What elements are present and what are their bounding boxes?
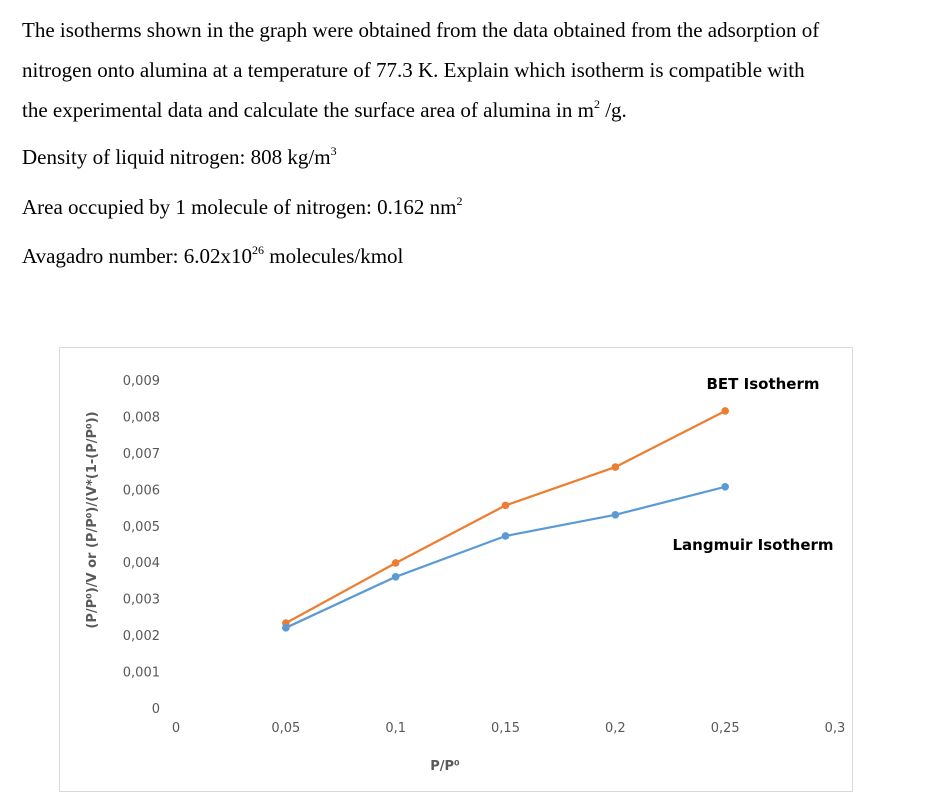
x-tick-label: 0,25 — [711, 721, 740, 736]
avogadro-text: Avagadro number: 6.02x10 — [22, 244, 252, 268]
y-tick-label: 0,002 — [123, 629, 160, 644]
bet-isotherm-label: BET Isotherm — [707, 375, 820, 393]
area-text: Area occupied by 1 molecule of nitrogen:… — [22, 194, 457, 219]
data-point-langmuir-isotherm — [391, 573, 400, 581]
density-text: Density of liquid nitrogen: 808 kg/m — [22, 145, 331, 169]
y-axis-title: (P/P⁰)/V or (P/P⁰)/(V*(1-(P/P⁰)) — [85, 411, 100, 628]
problem-line-3-text: the experimental data and calculate the … — [22, 98, 594, 122]
y-tick-label: 0,008 — [123, 410, 160, 425]
problem-line-3-sup: 2 — [593, 97, 600, 111]
x-tick-label: 0 — [172, 721, 180, 736]
langmuir-isotherm-label: Langmuir Isotherm — [672, 536, 833, 554]
x-axis-title: P/P⁰ — [430, 759, 460, 774]
problem-line-2: nitrogen onto alumina at a temperature o… — [22, 58, 805, 82]
x-tick-label: 0,1 — [385, 721, 406, 736]
problem-line-3: the experimental data and calculate the … — [22, 98, 627, 122]
y-tick-label: 0 — [152, 702, 160, 717]
data-point-bet-isotherm — [391, 559, 400, 567]
series-line-bet-isotherm — [285, 409, 726, 625]
avogadro-unit: molecules/kmol — [263, 244, 404, 268]
data-point-bet-isotherm — [501, 501, 510, 510]
data-point-bet-isotherm — [611, 463, 620, 471]
y-tick-label: 0,003 — [123, 593, 160, 608]
y-tick-label: 0,009 — [123, 374, 160, 389]
density-line: Density of liquid nitrogen: 808 kg/m3 — [22, 142, 922, 174]
y-tick-label: 0,006 — [123, 483, 160, 498]
y-tick-label: 0,005 — [123, 520, 160, 535]
y-tick-label: 0,007 — [123, 447, 160, 462]
x-tick-label: 0,05 — [271, 721, 300, 736]
data-point-langmuir-isotherm — [611, 511, 620, 519]
problem-statement: The isotherms shown in the graph were ob… — [22, 10, 922, 130]
area-line: Area occupied by 1 molecule of nitrogen:… — [22, 192, 922, 224]
data-point-langmuir-isotherm — [721, 482, 729, 491]
data-point-langmuir-isotherm — [282, 624, 290, 632]
problem-line-3-end: /g. — [599, 98, 627, 122]
density-sup: 3 — [330, 144, 337, 158]
avogadro-sup: 26 — [251, 243, 264, 257]
problem-line-1: The isotherms shown in the graph were ob… — [22, 18, 820, 42]
problem-text: The isotherms shown in the graph were ob… — [22, 10, 922, 273]
data-point-langmuir-isotherm — [501, 532, 510, 540]
x-tick-label: 0,3 — [825, 721, 846, 736]
y-tick-label: 0,001 — [123, 666, 160, 681]
chart-frame — [59, 347, 853, 792]
data-point-bet-isotherm — [721, 407, 729, 415]
y-tick-label: 0,004 — [123, 556, 160, 571]
x-tick-label: 0,2 — [605, 721, 626, 736]
avogadro-line: Avagadro number: 6.02x1026 molecules/kmo… — [22, 241, 922, 273]
x-tick-label: 0,15 — [491, 721, 520, 736]
area-sup: 2 — [456, 193, 463, 208]
